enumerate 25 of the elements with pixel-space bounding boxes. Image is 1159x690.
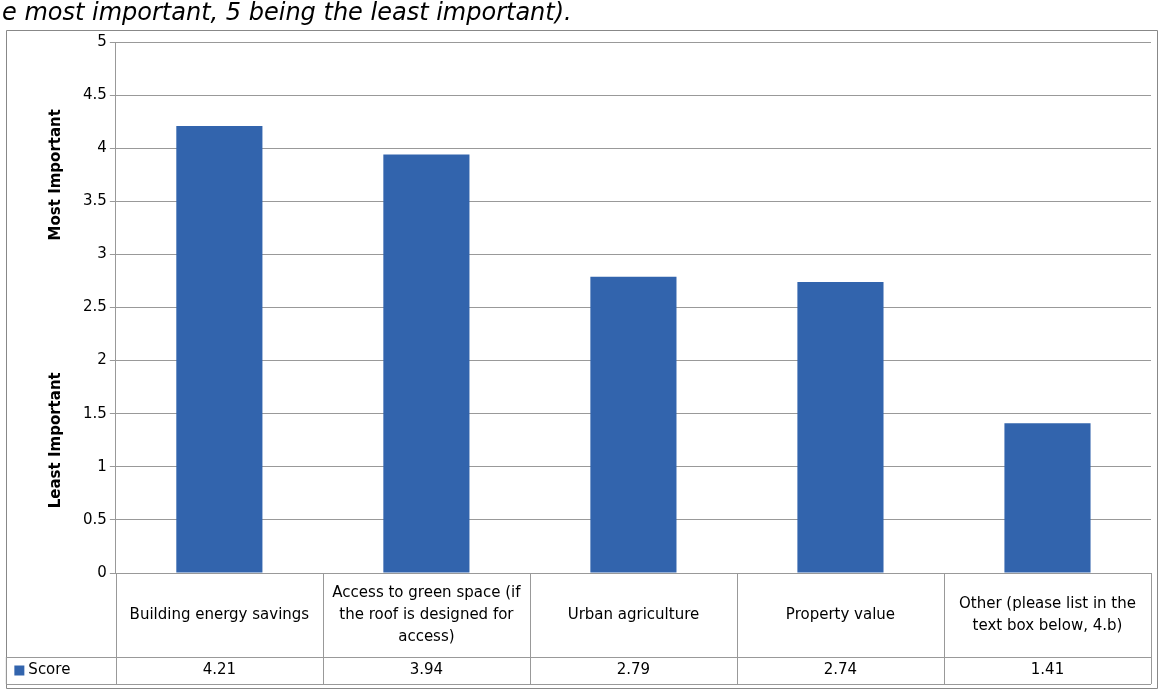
data-label: 2.74 bbox=[823, 660, 858, 679]
data-label: 1.41 bbox=[1030, 660, 1065, 679]
x-tick-label: Property value bbox=[785, 604, 896, 623]
x-tick-label: Other (please list in the text box below, 4.b) bbox=[958, 593, 1136, 634]
x-tick-label: Building energy savings bbox=[129, 604, 310, 623]
x-tick-label: Urban agriculture bbox=[567, 604, 700, 623]
y-tick-label: 1.5 bbox=[83, 403, 107, 422]
y-tick-label: 3 bbox=[97, 244, 107, 263]
y-tick-label: 2 bbox=[97, 350, 107, 369]
y-tick-label: 0 bbox=[97, 562, 107, 581]
y-tick-label: 3.5 bbox=[83, 191, 107, 210]
chart-title: e most important, 5 being the least important). bbox=[2, 0, 572, 27]
text: Most Important bbox=[45, 109, 64, 241]
text: Least Important bbox=[45, 372, 64, 509]
data-label: 2.79 bbox=[616, 660, 651, 679]
data-label: 3.94 bbox=[409, 660, 444, 679]
legend-label: Score bbox=[28, 660, 71, 679]
data-label: 4.21 bbox=[202, 660, 237, 679]
y-tick-label: 1 bbox=[97, 456, 107, 475]
y-tick-label: 4.5 bbox=[83, 84, 107, 103]
y-tick-label: 5 bbox=[97, 31, 107, 50]
y-tick-label: 0.5 bbox=[83, 509, 107, 528]
y-tick-label: 4 bbox=[97, 138, 107, 157]
x-tick-label: Access to green space (if the roof is designed for access) bbox=[332, 582, 522, 645]
y-tick-label: 2.5 bbox=[83, 297, 107, 316]
